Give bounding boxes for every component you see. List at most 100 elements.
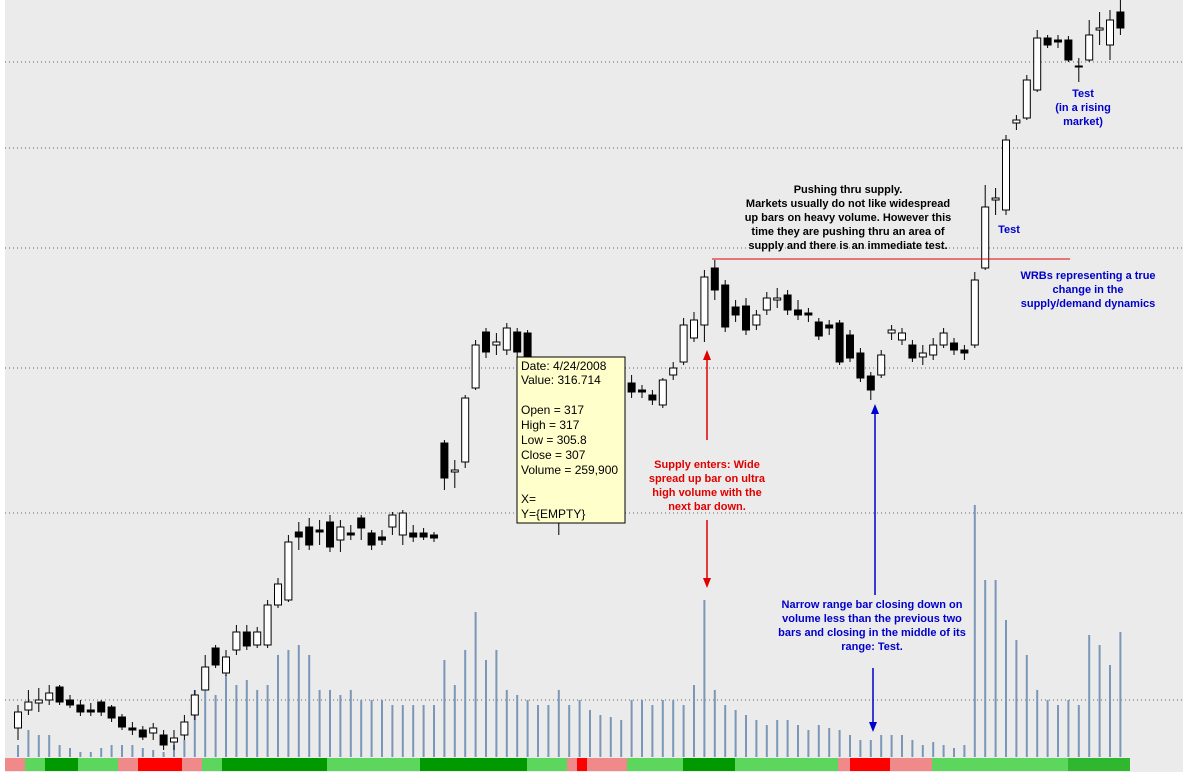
- volume-bar: [27, 730, 30, 757]
- strip-segment: [78, 758, 118, 771]
- volume-bar: [329, 689, 331, 757]
- volume-bar: [942, 745, 945, 757]
- candle-body: [190, 694, 199, 716]
- volume-bar: [100, 748, 103, 757]
- volume-bar: [609, 716, 612, 757]
- candle-body: [482, 331, 490, 353]
- strip-segment: [850, 758, 890, 771]
- indicator-strip: [5, 758, 1130, 771]
- arrow-head: [703, 578, 711, 588]
- candle-body: [97, 701, 106, 713]
- volume-bar: [204, 674, 207, 757]
- tooltip-line: Open = 317: [521, 403, 584, 417]
- annotation: Pushing thru supply.: [794, 184, 903, 196]
- tooltip-line: X=: [521, 492, 536, 506]
- volume-bar: [880, 735, 883, 757]
- candle-body: [1012, 119, 1021, 124]
- candle-body: [658, 379, 667, 406]
- volume-bar: [921, 745, 924, 757]
- candle-body: [159, 734, 168, 746]
- candle-body: [284, 541, 293, 601]
- volume-bar: [911, 740, 914, 757]
- volume-bar: [214, 694, 217, 757]
- candle-body: [149, 727, 158, 734]
- annotation: next bar down.: [668, 501, 746, 513]
- candle-body: [794, 309, 802, 316]
- candle-body: [357, 517, 366, 529]
- volume-bar: [474, 611, 477, 757]
- candle-body: [430, 534, 438, 539]
- volume-bar: [37, 735, 40, 757]
- candle-body: [450, 469, 459, 473]
- annotation: WRBs representing a true: [1020, 270, 1155, 282]
- candle-body: [461, 397, 470, 463]
- volume-bar: [963, 745, 966, 757]
- strip-segment: [567, 758, 577, 771]
- volume-bar: [1015, 639, 1018, 757]
- candle-body: [898, 332, 906, 341]
- candle-body: [700, 276, 709, 326]
- arrows: [703, 258, 1070, 732]
- annotation: Test: [1072, 88, 1094, 100]
- candle-body: [1002, 139, 1010, 211]
- volume-bar: [724, 704, 727, 757]
- candle-body: [877, 354, 886, 376]
- candle-body: [908, 344, 917, 359]
- volume-bar: [433, 704, 435, 757]
- volume-bar: [838, 730, 841, 757]
- strip-segment: [182, 758, 202, 771]
- volume-bar: [713, 689, 716, 757]
- volume-bar: [755, 720, 758, 757]
- volume-bar: [464, 649, 467, 757]
- tooltip-line: Y={EMPTY}: [521, 507, 585, 521]
- strip-segment: [25, 758, 45, 771]
- candle-body: [253, 631, 262, 646]
- volume-bar: [89, 751, 92, 757]
- candle-body: [66, 699, 74, 706]
- volume-bar: [994, 579, 997, 757]
- candle-body: [222, 656, 230, 674]
- volume-bar: [79, 751, 82, 757]
- candle-body: [970, 279, 979, 346]
- candle-body: [502, 327, 511, 351]
- volume-bar: [932, 741, 935, 757]
- volume-bar: [547, 704, 550, 757]
- candle-body: [679, 324, 688, 363]
- candle-body: [835, 322, 844, 363]
- candle-body: [398, 512, 407, 536]
- volume-bar: [578, 699, 581, 757]
- volume-bar: [505, 689, 508, 757]
- volume-bar: [173, 745, 175, 757]
- candle-body: [804, 312, 813, 316]
- strip-segment: [45, 758, 78, 771]
- annotation: Test: [998, 224, 1020, 236]
- volume-bar: [412, 704, 415, 757]
- volume-bar: [589, 709, 591, 757]
- volume-bar: [48, 735, 51, 757]
- candle-body: [814, 321, 823, 337]
- strip-segment: [527, 758, 567, 771]
- volume-bar: [17, 745, 19, 757]
- strip-segment: [138, 758, 182, 771]
- candle-body: [492, 341, 501, 346]
- strip-segment: [932, 758, 1068, 771]
- volume-bar: [703, 599, 706, 757]
- candle-body: [783, 294, 792, 311]
- candle-body: [388, 514, 397, 528]
- volume-bar: [693, 684, 695, 757]
- annotation: supply/demand dynamics: [1021, 298, 1155, 310]
- volume-bar: [443, 659, 446, 757]
- candle-body: [232, 631, 241, 651]
- volume-bar: [69, 748, 71, 757]
- candle-body: [471, 344, 480, 389]
- annotation: change in the: [1053, 284, 1124, 296]
- annotation: bars and closing in the middle of its: [778, 627, 966, 639]
- candle-body: [294, 531, 303, 538]
- candle-body: [346, 532, 355, 536]
- volume-bar: [859, 740, 862, 757]
- candle-body: [45, 692, 54, 701]
- arrow-head: [703, 350, 711, 360]
- volume-bar: [973, 504, 976, 757]
- candle-body: [419, 532, 428, 538]
- volume-bar: [1109, 664, 1111, 757]
